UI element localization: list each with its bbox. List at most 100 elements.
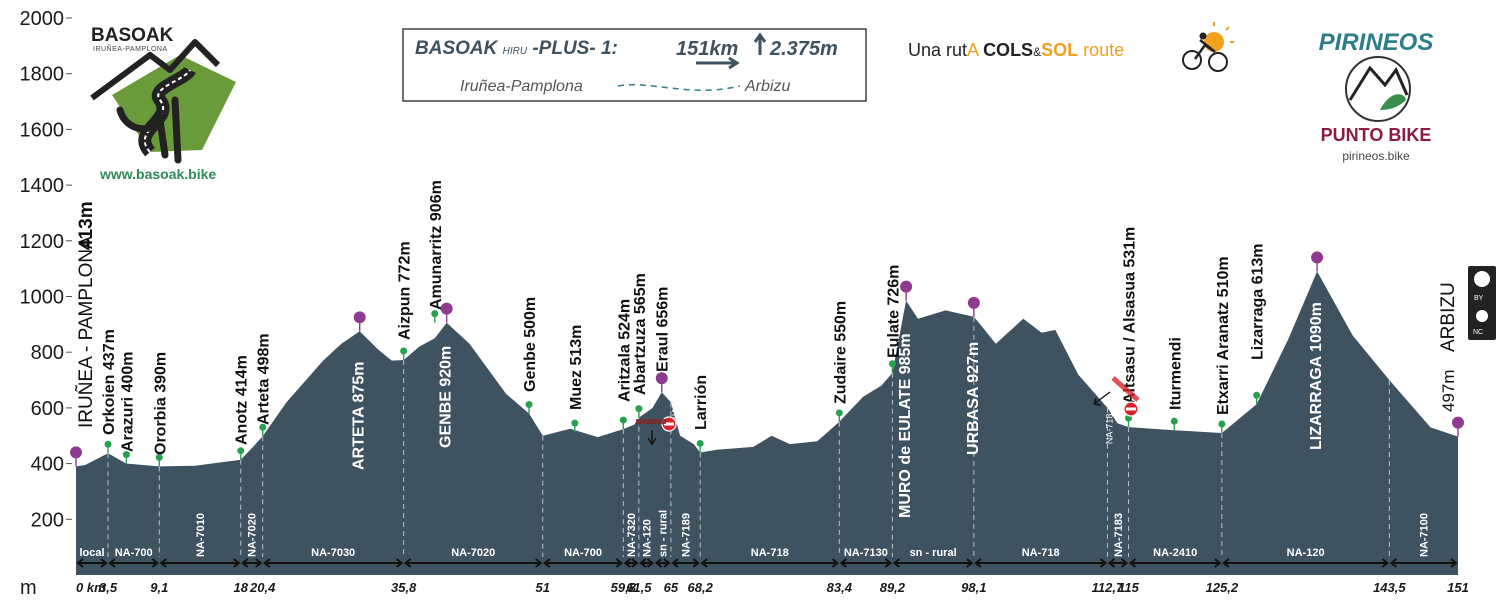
pirineos-emblem-leaf: [1380, 94, 1406, 110]
y-tick-label: 1600: [20, 119, 65, 141]
km-label: 115: [1118, 580, 1139, 595]
road-arrow-right: [692, 558, 700, 568]
distance-arrow-icon: [696, 56, 740, 70]
logo-road-line: [143, 69, 191, 153]
km-label: 98,1: [961, 580, 986, 595]
road-arrow-right: [831, 558, 839, 568]
cols-sol-text: Una rutA COLS&SOL route: [908, 40, 1124, 60]
route-name: BASOAK: [415, 38, 499, 59]
pirineos-logo: PIRINEOS PUNTO BIKE pirineos.bike: [1319, 29, 1434, 163]
route-distance: 151km: [676, 38, 738, 60]
route-title-line: BASOAK HIRU -PLUS- 1:: [415, 38, 618, 59]
summit-marker: [967, 296, 980, 309]
basoak-url: www.basoak.bike: [99, 166, 216, 182]
km-label: 20,4: [249, 580, 276, 595]
roads-layer: local NA-700 NA-7010 NA-7020 NA-7030 NA-7020 N…: [76, 510, 1458, 568]
y-tick-label: 1400: [20, 175, 65, 197]
km-label: 112,7: [1092, 580, 1124, 595]
km-label: 61,5: [626, 580, 652, 595]
km-label: 59,8: [611, 580, 637, 595]
road-label: NA-120: [642, 519, 654, 557]
town-marker: [696, 439, 704, 447]
route-suffix: -PLUS- 1:: [532, 38, 618, 59]
climb-arrow-icon: [753, 32, 767, 55]
road-label: NA-7320: [626, 513, 638, 557]
start-altitude: 413m: [76, 201, 97, 250]
point-label: Genbe 500m: [522, 297, 539, 392]
road-label: NA-718: [751, 547, 789, 559]
point-label: Ororbia 390m: [152, 352, 169, 455]
road-label: NA-700: [115, 547, 153, 559]
road-arrow-right: [1450, 558, 1458, 568]
km-label: 89,2: [880, 580, 906, 595]
point-label: Arteta 498m: [256, 333, 273, 425]
license-badge: BY NC: [1468, 266, 1496, 340]
road-arrow-left: [623, 558, 631, 568]
road-arrow-left: [108, 558, 116, 568]
route-name-small: HIRU: [503, 46, 528, 57]
road-arrow-left: [1222, 558, 1230, 568]
summit-marker: [353, 311, 366, 324]
cyclist-sun-icon: [1182, 22, 1234, 72]
km-label: 125,2: [1206, 580, 1239, 595]
points-layer: [70, 251, 1464, 467]
road-arrow-left: [404, 558, 412, 568]
road-arrow-right: [615, 558, 623, 568]
road-arrow-left: [159, 558, 167, 568]
point-label: Lizarraga 613m: [1250, 243, 1267, 360]
road-arrow-right: [646, 558, 655, 568]
start-name: IRUÑEA - PAMPLONA: [75, 236, 97, 428]
town-marker: [835, 409, 843, 417]
y-tick-label: 200: [31, 509, 64, 531]
summit-label: ARTETA 875m: [351, 362, 368, 470]
km-label: 83,4: [827, 580, 853, 595]
road-label: NA-7183: [1113, 513, 1125, 557]
road-arrow-left: [76, 558, 84, 568]
road-arrow-left: [892, 558, 901, 568]
route-dash-line: [617, 84, 741, 91]
cols-sol-logo: Una rutA COLS&SOL route: [908, 22, 1234, 72]
road-arrow-left: [1107, 558, 1116, 568]
km-label: 35,8: [391, 580, 417, 595]
road-arrow-right: [966, 558, 974, 568]
town-marker: [571, 419, 579, 427]
y-tick-label: 1800: [20, 64, 65, 86]
town-marker: [1253, 391, 1261, 399]
summit-marker: [70, 446, 82, 459]
km-label: 51: [536, 580, 550, 595]
license-nc: NC: [1473, 329, 1483, 336]
point-label: Iturmendi: [1167, 337, 1184, 410]
road-label: NA-718: [1022, 547, 1060, 559]
logo-rider: [116, 96, 182, 164]
summit-marker: [1311, 251, 1324, 264]
y-tick-label: 1000: [20, 287, 65, 309]
y-axis: 200 400 600 800 1000 1200 1400 1600 1800 2000: [20, 8, 65, 531]
summit-marker: [1452, 416, 1464, 429]
summit-label: MURO de EULATE 985m: [897, 333, 914, 518]
point-label: Abartzuza 565m: [632, 273, 649, 395]
cols-bold: COLS: [983, 40, 1033, 60]
road-arrow-right: [255, 558, 263, 568]
y-tick-label: 2000: [20, 8, 65, 30]
road-label: NA-7010: [195, 513, 207, 557]
license-by: BY: [1474, 295, 1484, 302]
road-label: sn - rural: [658, 510, 670, 557]
route-from: Iruñea-Pamplona: [460, 78, 583, 95]
basoak-logo-title: BASOAK: [91, 25, 174, 46]
road-arrow-right: [1120, 558, 1129, 568]
road-arrow-right: [100, 558, 108, 568]
pirineos-title: PIRINEOS: [1319, 29, 1434, 56]
route-title-box: BASOAK HIRU -PLUS- 1: 151km 2.375m Iruñe…: [402, 28, 867, 102]
pirineos-url: pirineos.bike: [1342, 149, 1410, 163]
route-climb: 2.375m: [769, 38, 838, 60]
road-label: NA-7030: [311, 547, 355, 559]
basoak-logo-subtitle: IRUÑEA-PAMPLONA: [93, 44, 168, 53]
road-label: NA-7100: [1419, 513, 1431, 557]
town-marker: [1170, 417, 1178, 425]
road-arrow-left: [1128, 558, 1137, 568]
road-label: NA-7020: [247, 513, 259, 557]
town-marker: [888, 360, 896, 368]
point-label: Larrión: [693, 375, 710, 430]
end-altitude: 497m: [1439, 369, 1458, 412]
